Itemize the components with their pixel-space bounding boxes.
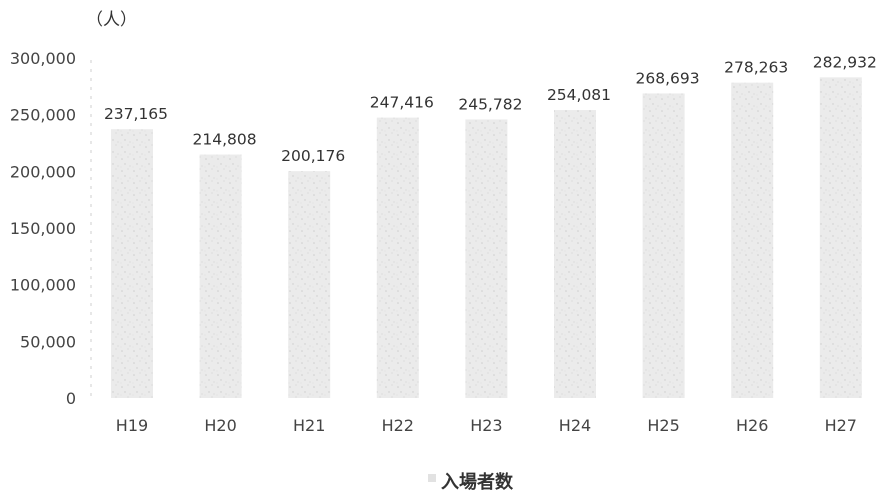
y-tick-label: 300,000 [10, 49, 76, 68]
y-tick-label: 150,000 [10, 219, 76, 238]
legend: 入場者数 [428, 471, 514, 493]
y-tick-label: 200,000 [10, 162, 76, 181]
bar [111, 129, 153, 398]
data-label: 237,165 [104, 105, 168, 123]
bar [642, 93, 685, 399]
legend-swatch [428, 474, 436, 482]
data-label: 282,932 [813, 53, 877, 71]
bar [465, 119, 508, 398]
bar [376, 117, 419, 398]
x-tick-label: H25 [647, 416, 679, 435]
unit-label: （人） [86, 10, 137, 30]
bar [819, 77, 862, 398]
x-tick-label: H27 [825, 416, 857, 435]
y-tick-label: 250,000 [10, 106, 76, 125]
x-tick-label: H20 [204, 416, 236, 435]
y-tick-label: 100,000 [10, 276, 76, 295]
data-label: 268,693 [636, 69, 700, 87]
x-tick-label: H19 [116, 416, 148, 435]
bar [554, 110, 596, 398]
x-tick-label: H23 [470, 416, 502, 435]
data-label: 278,263 [724, 59, 788, 77]
bar [731, 82, 774, 399]
bars [111, 77, 862, 399]
x-tick-label: H21 [293, 416, 325, 435]
data-label: 214,808 [193, 131, 257, 149]
y-tick-label: 50,000 [20, 332, 76, 351]
x-tick-label: H24 [559, 416, 591, 435]
bar [199, 154, 242, 398]
x-axis-ticks: H19 H20 H21 H22 H23 H24 H25 H26 H27 [116, 416, 857, 435]
data-label: 247,416 [370, 94, 434, 112]
data-label: 200,176 [281, 147, 345, 165]
data-label: 254,081 [547, 86, 611, 104]
y-axis-ticks: 0 50,000 100,000 150,000 200,000 250,000 300,0… [10, 49, 76, 408]
x-tick-label: H26 [736, 416, 768, 435]
data-labels: 237,165 214,808 200,176 247,416 245,782 254,0… [104, 53, 877, 165]
bar [288, 171, 331, 398]
y-tick-label: 0 [66, 389, 76, 408]
x-tick-label: H22 [382, 416, 414, 435]
legend-label: 入場者数 [441, 471, 514, 493]
data-label: 245,782 [458, 95, 522, 113]
